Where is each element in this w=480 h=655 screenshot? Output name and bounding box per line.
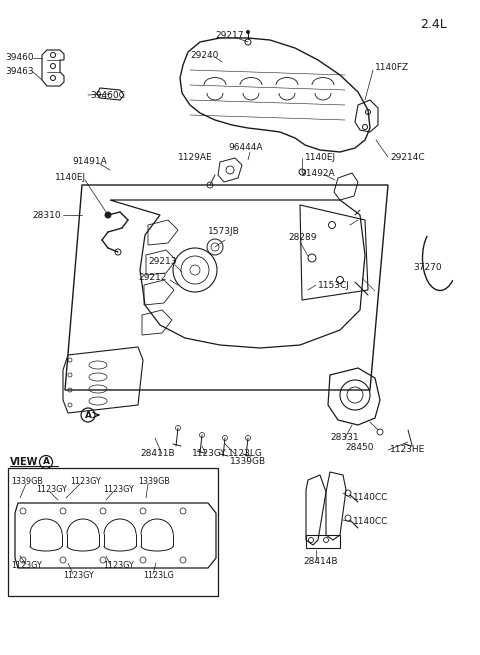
Text: 96444A: 96444A [228,143,263,153]
Text: 39460: 39460 [5,52,34,62]
Circle shape [247,31,250,33]
Text: 1339GB: 1339GB [11,477,43,487]
Text: 28289: 28289 [288,233,316,242]
Text: 1140CC: 1140CC [353,493,388,502]
Text: 1123GY: 1123GY [36,485,67,495]
Text: 39460C: 39460C [90,92,125,100]
Text: 1123GY: 1123GY [11,561,42,571]
Text: 29214C: 29214C [390,153,425,162]
Text: 29217: 29217 [215,31,243,41]
Text: 1140EJ: 1140EJ [55,174,86,183]
Circle shape [106,212,110,217]
Text: 91491A: 91491A [72,157,107,166]
Text: 28331: 28331 [330,434,359,443]
Text: 1123GY: 1123GY [70,477,101,487]
Text: 1123GY: 1123GY [103,561,134,571]
Text: 1123GY: 1123GY [63,572,94,580]
Bar [8,468,218,596]
Text: 29212: 29212 [138,274,167,282]
Text: A: A [84,411,92,419]
Text: 1140EJ: 1140EJ [305,153,336,162]
Text: 28414B: 28414B [303,557,337,567]
Text: 1140CC: 1140CC [353,517,388,527]
Text: 1339GB: 1339GB [138,477,170,487]
Text: 1129AE: 1129AE [178,153,213,162]
Text: 28310: 28310 [32,210,60,219]
Text: 1339GB: 1339GB [230,457,266,466]
Text: 39463: 39463 [5,67,34,77]
Text: 1123GY: 1123GY [103,485,134,495]
Text: 1140FZ: 1140FZ [375,64,409,73]
Text: 2.4L: 2.4L [420,18,447,31]
Text: 1573JB: 1573JB [208,227,240,236]
Text: 1123HE: 1123HE [390,445,425,455]
Text: 29240: 29240 [190,50,218,60]
Text: 28450: 28450 [345,443,373,453]
Text: 37270: 37270 [413,263,442,272]
Text: 1123GY: 1123GY [192,449,227,458]
Text: 1123LG: 1123LG [143,572,174,580]
Text: 28411B: 28411B [140,449,175,458]
Text: A: A [43,457,49,466]
Text: 1153CJ: 1153CJ [318,280,350,290]
Text: 91492A: 91492A [300,168,335,178]
Text: VIEW: VIEW [10,457,38,467]
Text: 1123LG: 1123LG [228,449,263,458]
Text: 29213: 29213 [148,257,177,267]
